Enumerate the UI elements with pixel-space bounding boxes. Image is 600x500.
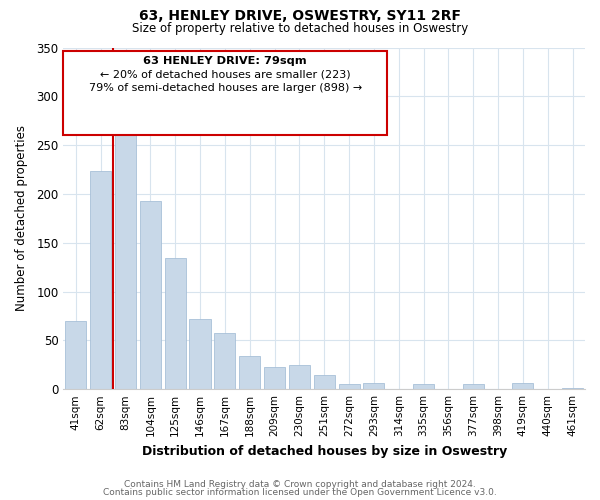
Bar [289, 365, 310, 389]
Bar [463, 384, 484, 389]
Bar [338, 384, 359, 389]
Bar [364, 384, 385, 389]
FancyBboxPatch shape [64, 51, 387, 134]
Text: Contains public sector information licensed under the Open Government Licence v3: Contains public sector information licen… [103, 488, 497, 497]
Bar [214, 332, 235, 389]
Text: 63, HENLEY DRIVE, OSWESTRY, SY11 2RF: 63, HENLEY DRIVE, OSWESTRY, SY11 2RF [139, 9, 461, 23]
Y-axis label: Number of detached properties: Number of detached properties [15, 126, 28, 312]
Bar [164, 258, 186, 389]
Text: 63 HENLEY DRIVE: 79sqm: 63 HENLEY DRIVE: 79sqm [143, 56, 307, 66]
Bar [512, 384, 533, 389]
X-axis label: Distribution of detached houses by size in Oswestry: Distribution of detached houses by size … [142, 444, 507, 458]
Bar [90, 170, 111, 389]
Bar [239, 356, 260, 389]
Bar [314, 374, 335, 389]
Text: 79% of semi-detached houses are larger (898) →: 79% of semi-detached houses are larger (… [89, 84, 362, 94]
Bar [190, 319, 211, 389]
Bar [562, 388, 583, 389]
Bar [413, 384, 434, 389]
Bar [264, 366, 285, 389]
Text: Contains HM Land Registry data © Crown copyright and database right 2024.: Contains HM Land Registry data © Crown c… [124, 480, 476, 489]
Bar [140, 201, 161, 389]
Bar [115, 116, 136, 389]
Text: Size of property relative to detached houses in Oswestry: Size of property relative to detached ho… [132, 22, 468, 35]
Text: ← 20% of detached houses are smaller (223): ← 20% of detached houses are smaller (22… [100, 70, 350, 80]
Bar [65, 321, 86, 389]
